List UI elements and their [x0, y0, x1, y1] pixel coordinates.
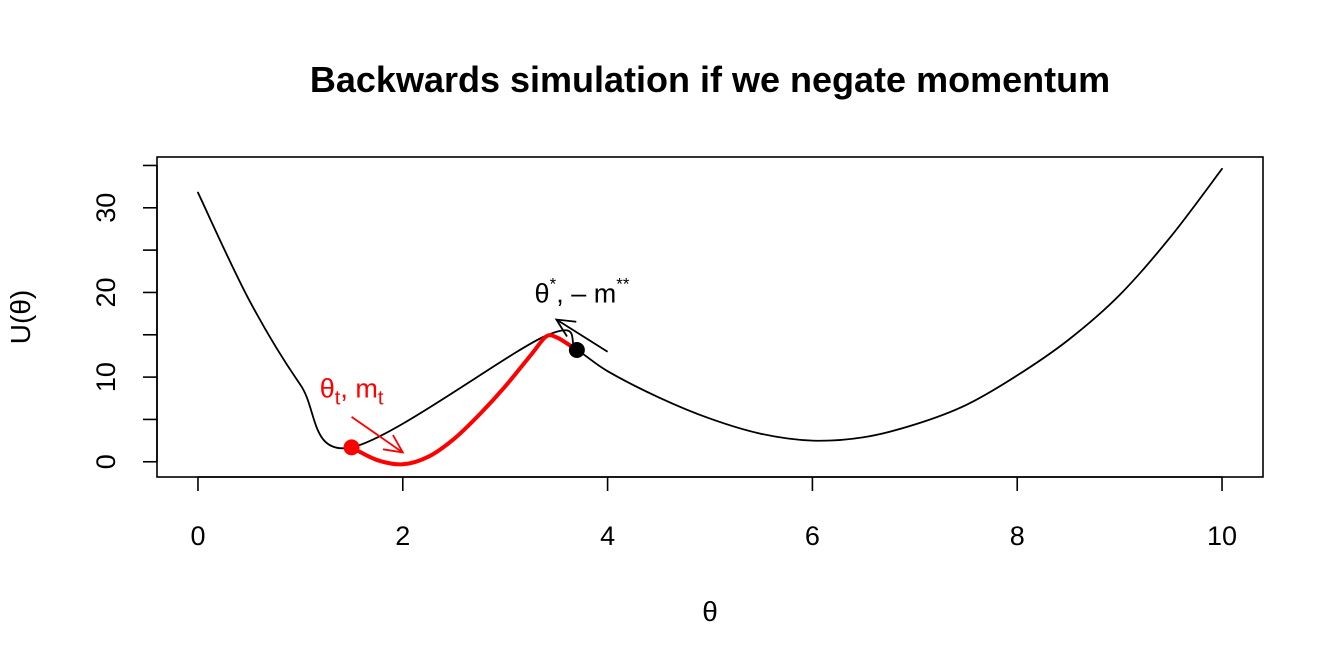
- y-tick-label: 0: [91, 454, 121, 469]
- y-axis: 0 10 20 30: [91, 164, 158, 469]
- x-tick-label: 8: [1010, 521, 1025, 551]
- chart-title: Backwards simulation if we negate moment…: [310, 59, 1110, 100]
- end-point-marker: [568, 342, 585, 359]
- start-label: θt, mt: [320, 373, 384, 409]
- end-arrow-head: [554, 318, 577, 337]
- potential-curve: [197, 167, 1223, 450]
- annotation-end: θ*, – m**: [535, 275, 630, 359]
- x-tick-label: 2: [395, 521, 410, 551]
- end-label: θ*, – m**: [535, 275, 630, 309]
- annotation-layer: θt, mt θ*, – m**: [320, 275, 630, 456]
- x-axis: 0 2 4 6 8 10: [190, 476, 1237, 551]
- annotation-start: θt, mt: [320, 373, 405, 456]
- x-tick-label: 4: [600, 521, 615, 551]
- start-arrow-shaft: [351, 416, 404, 454]
- series-layer: [197, 167, 1223, 467]
- y-tick-label: 10: [91, 362, 121, 392]
- x-tick-label: 0: [190, 521, 205, 551]
- x-tick-label: 6: [805, 521, 820, 551]
- x-axis-label: θ: [702, 596, 718, 627]
- simulated-trajectory: [349, 333, 579, 467]
- end-arrow-shaft: [555, 318, 609, 353]
- start-point-marker: [343, 439, 360, 456]
- y-tick-label: 20: [91, 277, 121, 307]
- x-tick-label: 10: [1207, 521, 1237, 551]
- y-axis-label: U(θ): [5, 290, 36, 344]
- y-tick-label: 30: [91, 193, 121, 223]
- start-arrow-head: [382, 434, 405, 454]
